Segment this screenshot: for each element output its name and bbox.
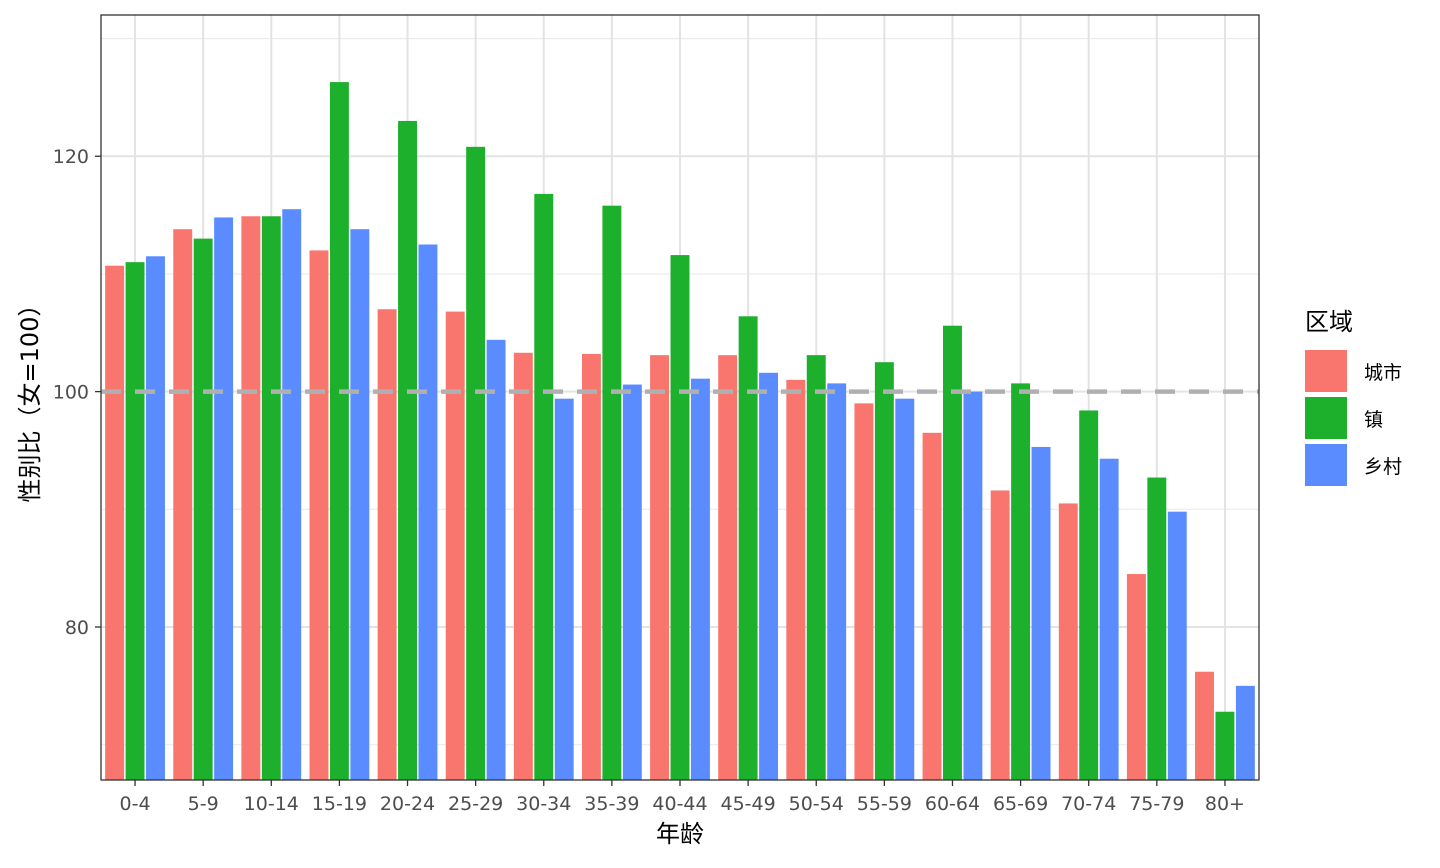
legend-label: 镇: [1364, 409, 1383, 431]
bar: [827, 383, 847, 780]
legend-key: [1305, 444, 1347, 486]
x-tick-label: 80+: [1205, 793, 1245, 815]
bar: [786, 379, 806, 780]
x-tick-label: 5-9: [188, 793, 219, 815]
y-tick-label: 80: [65, 617, 89, 639]
bar: [806, 355, 826, 780]
bar: [1058, 503, 1078, 780]
x-tick-label: 20-24: [380, 793, 435, 815]
bar: [602, 205, 622, 780]
bar: [963, 391, 983, 780]
bar: [854, 403, 874, 780]
y-tick-label: 120: [53, 146, 89, 168]
bar: [125, 262, 145, 781]
bar: [105, 265, 125, 781]
bar: [1167, 511, 1187, 780]
bar: [1011, 383, 1031, 780]
legend-key: [1305, 350, 1347, 392]
bar: [1215, 711, 1235, 780]
bar: [329, 82, 349, 781]
x-tick-label: 55-59: [857, 793, 912, 815]
bar: [193, 238, 213, 781]
bar: [990, 490, 1010, 780]
bar: [718, 355, 738, 780]
bar: [1235, 685, 1255, 780]
x-tick-label: 65-69: [993, 793, 1048, 815]
legend-label: 城市: [1364, 362, 1402, 384]
bar: [874, 362, 894, 780]
bar: [214, 217, 234, 780]
x-tick-label: 30-34: [516, 793, 571, 815]
bar: [759, 372, 779, 780]
bar: [513, 352, 533, 780]
bar: [650, 355, 670, 780]
bar: [377, 309, 397, 780]
bar: [398, 120, 417, 780]
bar: [1195, 671, 1214, 780]
x-tick-label: 45-49: [721, 793, 776, 815]
legend-label: 乡村: [1364, 456, 1402, 478]
bar: [534, 193, 554, 780]
bar: [241, 216, 261, 780]
x-tick-label: 50-54: [789, 793, 844, 815]
x-tick-label: 0-4: [120, 793, 151, 815]
bar: [1031, 446, 1051, 780]
bar: [1126, 574, 1146, 780]
x-tick-label: 40-44: [652, 793, 707, 815]
bar: [670, 255, 690, 781]
bar: [173, 229, 193, 780]
y-axis-title: 性别比（女=100）: [16, 293, 44, 503]
y-tick-label: 100: [53, 382, 89, 404]
bar: [581, 353, 601, 780]
x-tick-label: 75-79: [1129, 793, 1184, 815]
bar: [309, 250, 329, 780]
bar: [554, 398, 574, 780]
bar: [466, 146, 486, 781]
x-tick-label: 35-39: [584, 793, 639, 815]
bar: [350, 229, 370, 780]
x-tick-label: 15-19: [312, 793, 367, 815]
bar: [261, 216, 281, 780]
bar: [1147, 477, 1167, 780]
bar: [922, 432, 942, 780]
bar: [486, 339, 506, 780]
bar: [418, 244, 438, 780]
x-tick-label: 70-74: [1061, 793, 1116, 815]
bar: [1099, 458, 1119, 780]
bar: [146, 256, 165, 780]
legend-title: 区域: [1305, 308, 1353, 336]
bar: [622, 384, 642, 780]
bar: [282, 209, 302, 780]
x-tick-label: 60-64: [925, 793, 980, 815]
bar: [445, 311, 465, 780]
x-axis-title: 年龄: [656, 820, 704, 848]
bar: [690, 378, 710, 780]
x-tick-label: 10-14: [244, 793, 299, 815]
bar: [738, 316, 758, 780]
legend-key: [1305, 397, 1347, 439]
x-tick-label: 25-29: [448, 793, 503, 815]
bar: [943, 325, 962, 780]
bar: [895, 398, 915, 780]
bar: [1079, 410, 1099, 780]
